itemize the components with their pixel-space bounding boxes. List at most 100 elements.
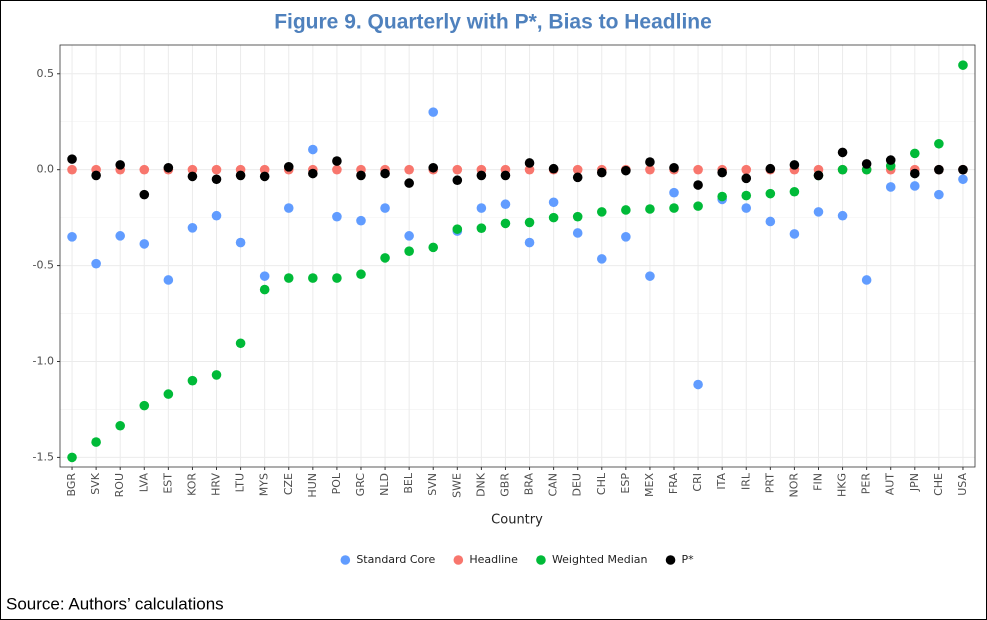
- legend-swatch: [453, 555, 464, 565]
- panel-border: [59, 44, 976, 468]
- y-tick-label: -1.0: [33, 355, 54, 368]
- point: [356, 170, 366, 181]
- point: [139, 189, 150, 200]
- x-tick-label: CAN: [547, 473, 560, 496]
- x-tick-label: SWE: [450, 473, 463, 498]
- point: [789, 186, 800, 197]
- point: [524, 158, 535, 168]
- legend-label: Headline: [469, 553, 518, 566]
- point: [187, 171, 198, 182]
- x-tick-label: GBR: [498, 473, 511, 497]
- point: [115, 420, 125, 431]
- point: [572, 211, 583, 222]
- point: [139, 400, 150, 411]
- point: [332, 273, 342, 283]
- point: [211, 174, 222, 185]
- point: [596, 167, 607, 178]
- point: [693, 180, 703, 190]
- x-tick-label: GRC: [354, 473, 367, 497]
- legend: Standard Core Headline Weighted Median P*: [340, 553, 695, 566]
- legend-swatch: [536, 555, 546, 565]
- point: [861, 159, 872, 169]
- point: [452, 175, 463, 186]
- point: [259, 171, 270, 182]
- point: [235, 170, 246, 181]
- point: [452, 224, 463, 234]
- point: [741, 190, 752, 201]
- x-tick-label: EST: [161, 473, 174, 494]
- x-tick-label: FIN: [811, 473, 824, 491]
- point: [548, 163, 559, 174]
- point: [235, 237, 246, 248]
- x-tick-label: BRA: [523, 473, 536, 496]
- point: [934, 189, 944, 200]
- point: [404, 246, 414, 257]
- point: [404, 164, 414, 175]
- point: [476, 203, 487, 213]
- point: [958, 164, 968, 175]
- point: [934, 138, 944, 149]
- point: [308, 273, 318, 283]
- point: [572, 164, 583, 175]
- point: [524, 237, 535, 248]
- point: [332, 211, 342, 222]
- point: [187, 223, 198, 233]
- point: [789, 229, 800, 239]
- point: [283, 203, 294, 213]
- point: [741, 203, 752, 213]
- point: [283, 273, 294, 283]
- point: [115, 231, 125, 241]
- legend-swatch: [340, 555, 351, 565]
- source-note: Source: Authors’ calculations: [6, 594, 224, 613]
- y-tick-label: 0.5: [37, 67, 55, 80]
- x-tick-label: CHL: [595, 472, 608, 495]
- point: [669, 187, 679, 198]
- legend-label: Weighted Median: [552, 553, 648, 566]
- point: [669, 203, 679, 213]
- x-tick-label: PRT: [763, 473, 776, 493]
- x-tick-label: KOR: [185, 473, 198, 496]
- x-tick-label: HUN: [306, 473, 319, 498]
- point: [115, 160, 125, 170]
- x-tick-label: NOR: [787, 473, 800, 498]
- point: [741, 164, 752, 175]
- x-tick-label: MEX: [643, 473, 656, 497]
- x-tick-label: DNK: [474, 472, 487, 497]
- point: [356, 269, 366, 280]
- point: [163, 275, 174, 285]
- point: [283, 162, 294, 172]
- point: [139, 239, 150, 249]
- point: [645, 157, 655, 167]
- point: [380, 253, 390, 263]
- point: [308, 144, 318, 155]
- x-tick-label: MYS: [258, 473, 271, 496]
- point: [885, 182, 896, 192]
- point: [332, 164, 342, 175]
- point: [596, 254, 607, 264]
- point: [765, 216, 776, 227]
- point: [621, 232, 631, 242]
- point: [645, 271, 655, 281]
- point: [428, 242, 439, 253]
- point: [741, 173, 752, 184]
- x-tick-label: AUT: [884, 473, 897, 496]
- point: [645, 204, 655, 214]
- point: [572, 228, 583, 238]
- point: [717, 191, 727, 202]
- point: [139, 164, 150, 175]
- x-tick-label: PER: [860, 473, 873, 495]
- point: [910, 168, 920, 179]
- point: [428, 162, 439, 173]
- legend-label: P*: [682, 553, 695, 566]
- point: [67, 154, 77, 164]
- x-tick-label: USA: [956, 473, 969, 496]
- chart-title: Figure 9. Quarterly with P*, Bias to Hea…: [274, 11, 712, 34]
- point: [356, 215, 366, 226]
- point: [91, 437, 101, 447]
- y-tick-label: -0.5: [33, 259, 54, 272]
- x-tick-label: LTU: [234, 473, 247, 492]
- point: [596, 207, 607, 217]
- x-tick-label: CRI: [691, 473, 704, 492]
- x-tick-label: NLD: [378, 473, 391, 496]
- y-tick-label: -1.5: [33, 450, 54, 463]
